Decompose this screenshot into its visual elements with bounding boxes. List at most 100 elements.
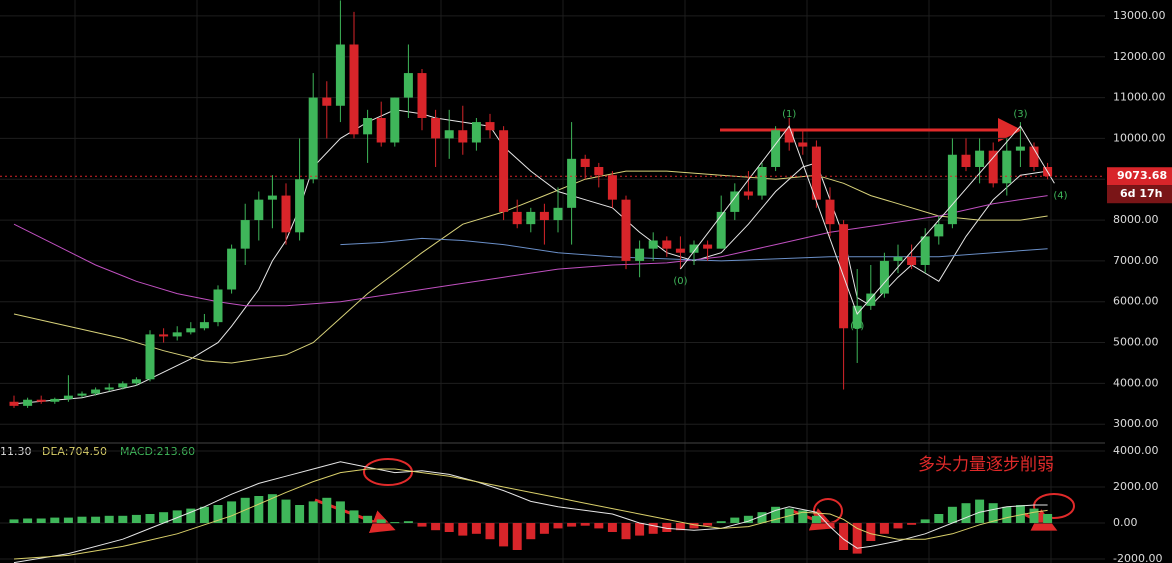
candle-body xyxy=(716,211,726,249)
countdown-label: 6d 17h xyxy=(1120,187,1163,200)
candle-body xyxy=(295,179,305,233)
annotation: 多头力量逐步削弱 xyxy=(918,455,1054,475)
macd-bar xyxy=(675,523,685,531)
highlight-ellipse xyxy=(363,458,413,486)
candle-body xyxy=(825,199,835,225)
macd-bar xyxy=(743,515,753,523)
countdown-box xyxy=(1107,185,1172,204)
candle-body xyxy=(648,240,658,249)
candle-body xyxy=(335,44,345,106)
macd-bar xyxy=(77,516,87,523)
macd-bar xyxy=(308,501,318,523)
macd-bar xyxy=(91,516,101,523)
candle-body xyxy=(431,117,441,139)
dea-line xyxy=(13,468,1048,560)
candle-body xyxy=(145,334,155,380)
candle-body xyxy=(240,220,250,249)
candle-body xyxy=(934,224,944,237)
macd-bar xyxy=(567,523,577,527)
macd-bar xyxy=(499,523,509,547)
macd-bar xyxy=(716,521,726,523)
candle-body xyxy=(907,256,917,265)
dea-label: DEA:704.50 xyxy=(42,445,107,458)
macd-bar xyxy=(36,518,46,523)
macd-bar xyxy=(689,523,699,529)
candle-body xyxy=(512,211,522,225)
candle-body xyxy=(403,73,413,98)
macd-bar xyxy=(363,515,373,523)
candle-body xyxy=(227,248,237,290)
macd-bar xyxy=(580,523,590,526)
candle-body xyxy=(893,256,903,261)
macd-bar xyxy=(648,523,658,534)
candle-body xyxy=(36,399,46,402)
candle-body xyxy=(594,166,604,176)
macd-bar xyxy=(131,514,141,523)
macd-bar xyxy=(1043,513,1053,523)
wave-label: (0) xyxy=(673,276,687,287)
macd-bar xyxy=(458,523,468,536)
macd-bar xyxy=(635,523,645,536)
macd-bar xyxy=(50,517,60,523)
wave-label: (2) xyxy=(850,321,864,332)
macd-bar xyxy=(199,506,209,523)
macd-bar xyxy=(1029,508,1039,523)
last-price-box xyxy=(1107,167,1172,186)
candle-body xyxy=(811,146,821,200)
dif-line xyxy=(13,461,1048,563)
macd-bar xyxy=(1002,506,1012,523)
y-tick-label: 0.00 xyxy=(1113,516,1138,529)
candle-body xyxy=(662,240,672,249)
candle-body xyxy=(444,130,454,139)
macd-bar xyxy=(961,503,971,523)
macd-bar xyxy=(145,513,155,523)
candle-body xyxy=(63,395,73,399)
y-tick-label: 3000.00 xyxy=(1113,417,1159,430)
macd-bar xyxy=(9,519,19,523)
candle-body xyxy=(23,399,33,406)
macd-bar xyxy=(512,523,522,551)
macd-bar xyxy=(975,499,985,523)
macd-bar xyxy=(335,501,345,523)
candle-body xyxy=(975,150,985,167)
candle-body xyxy=(539,211,549,221)
macd-bar xyxy=(1015,504,1025,523)
macd-bar xyxy=(920,519,930,523)
candle-body xyxy=(131,379,141,384)
y-tick-label: 2000.00 xyxy=(1113,480,1159,493)
candle-body xyxy=(363,117,373,135)
candle-body xyxy=(77,393,87,396)
candle-body xyxy=(390,97,400,143)
y-tick-label: 6000.00 xyxy=(1113,295,1159,308)
candle-body xyxy=(757,166,767,196)
macd-bar xyxy=(159,512,169,523)
candle-body xyxy=(213,289,223,323)
candle-body xyxy=(947,154,957,225)
macd-bar xyxy=(703,523,713,526)
macd-bar xyxy=(471,523,481,534)
macd-bar xyxy=(213,504,223,523)
macd-bar xyxy=(417,523,427,527)
candle-body xyxy=(621,199,631,261)
candle-body xyxy=(866,293,876,306)
macd-bar xyxy=(907,523,917,525)
candle-body xyxy=(458,130,468,143)
macd-bar xyxy=(594,523,604,529)
macd-bar xyxy=(118,515,128,523)
macd-bar xyxy=(947,506,957,523)
macd-bar xyxy=(866,523,876,542)
candle-body xyxy=(852,305,862,329)
candle-body xyxy=(526,211,536,225)
candle-body xyxy=(308,97,318,180)
macd-bar xyxy=(444,523,454,533)
macd-bar xyxy=(186,508,196,523)
macd-bar xyxy=(879,523,889,534)
macd-bar xyxy=(662,523,672,533)
wave-label: (1) xyxy=(782,109,796,120)
y-tick-label: -2000.00 xyxy=(1113,552,1162,563)
candle-body xyxy=(730,191,740,212)
candle-body xyxy=(675,248,685,253)
macd-bar xyxy=(295,504,305,523)
macd-bar xyxy=(893,523,903,529)
macd-bar xyxy=(798,510,808,523)
